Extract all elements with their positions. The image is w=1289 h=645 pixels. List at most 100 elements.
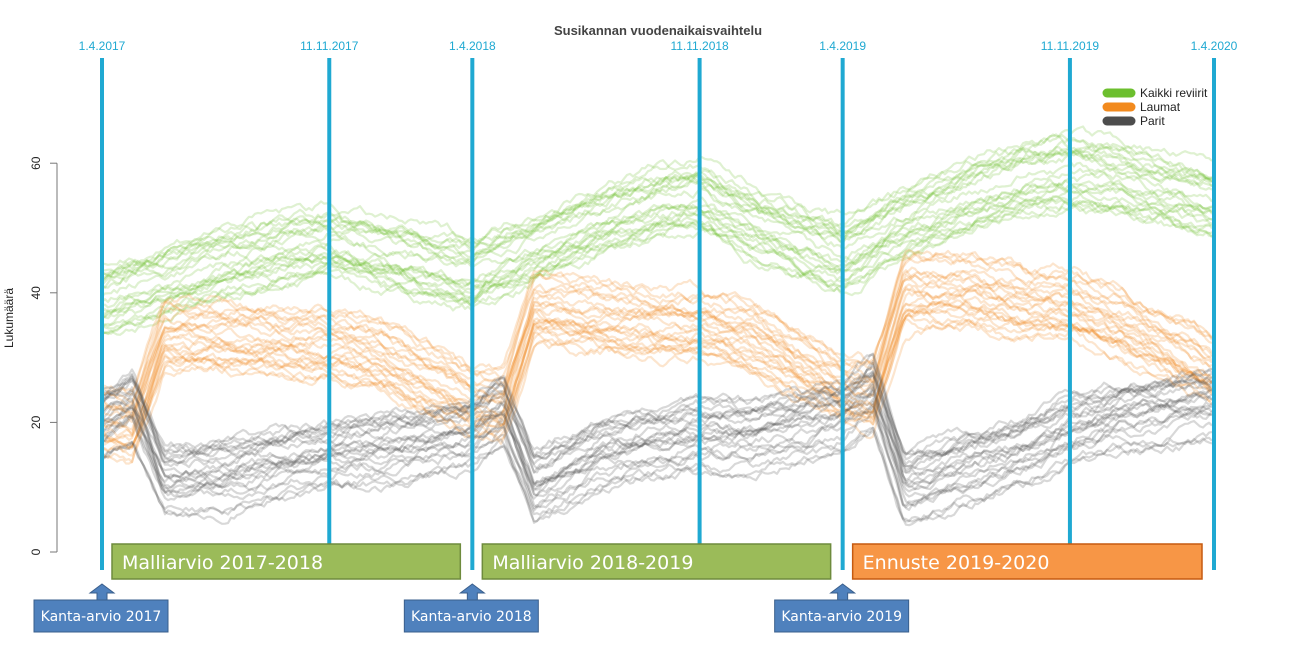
series-line-laumat: [101, 287, 1213, 437]
series-line-laumat: [101, 286, 1213, 431]
series-parit: [101, 352, 1213, 527]
date-label-1-4-2017: 1.4.2017: [79, 39, 126, 53]
period-label: Malliarvio 2017-2018: [122, 552, 323, 574]
anchor-kanta-arvio-2019: Kanta-arvio 2019: [774, 583, 910, 633]
y-axis: 0 20 40 60: [29, 156, 58, 555]
series-line-laumat: [101, 271, 1213, 414]
date-label-11-11-2017: 11.11.2017: [300, 39, 359, 53]
legend-label-kaikki-reviirit: Kaikki reviirit: [1140, 86, 1208, 100]
period-label: Ennuste 2019-2020: [863, 552, 1050, 574]
series-line-parit: [101, 353, 1213, 458]
chart-title: Susikannan vuodenaikaisvaihtelu: [554, 23, 762, 38]
series-line-laumat: [101, 294, 1213, 443]
series-line-parit: [101, 370, 1213, 468]
period-box-malliarvio-2018-2019: Malliarvio 2018-2019: [481, 543, 832, 580]
series-line-parit: [101, 389, 1213, 492]
series-line-parit: [101, 430, 1213, 525]
anchor-arrow: [88, 583, 116, 601]
series-line-laumat: [101, 295, 1213, 450]
series-line-kaikki-reviirit: [101, 147, 1213, 286]
anchor-kanta-arvio-2018: Kanta-arvio 2018: [403, 583, 539, 633]
series-line-laumat: [101, 269, 1213, 417]
series-line-laumat: [101, 317, 1213, 464]
series-line-parit: [101, 398, 1213, 506]
anchor-label: Kanta-arvio 2019: [781, 609, 902, 625]
anchor-box: [403, 599, 539, 633]
series-line-kaikki-reviirit: [101, 178, 1213, 318]
series-ribbons: [101, 125, 1213, 527]
legend-label-parit: Parit: [1140, 114, 1165, 128]
series-line-parit: [101, 405, 1213, 509]
series-line-kaikki-reviirit: [101, 200, 1213, 335]
series-line-parit: [101, 374, 1213, 474]
series-line-laumat: [101, 273, 1213, 428]
anchor-callouts: Kanta-arvio 2017 Kanta-arvio 2018 Kanta-ar…: [33, 583, 910, 633]
series-line-parit: [101, 386, 1213, 488]
series-line-laumat: [102, 248, 1213, 396]
series-line-kaikki-reviirit: [101, 140, 1212, 276]
series-line-laumat: [101, 253, 1213, 409]
series-line-kaikki-reviirit: [101, 179, 1213, 317]
series-line-laumat: [101, 250, 1213, 395]
y-tick-label-40: 40: [29, 286, 43, 300]
legend-label-laumat: Laumat: [1140, 100, 1181, 114]
series-line-laumat: [101, 308, 1213, 449]
series-line-laumat: [101, 280, 1213, 421]
series-line-kaikki-reviirit: [101, 145, 1213, 289]
series-line-laumat: [101, 300, 1213, 441]
series-line-kaikki-reviirit: [102, 135, 1213, 273]
period-rect: [111, 543, 462, 580]
series-line-kaikki-reviirit: [101, 183, 1213, 320]
series-line-parit: [101, 373, 1213, 486]
series-line-parit: [101, 427, 1213, 527]
series-line-laumat: [101, 269, 1213, 417]
series-line-kaikki-reviirit: [102, 133, 1213, 277]
series-line-kaikki-reviirit: [101, 190, 1213, 320]
series-line-parit: [101, 352, 1213, 456]
series-line-parit: [101, 364, 1213, 471]
anchor-label: Kanta-arvio 2018: [411, 609, 532, 625]
series-line-kaikki-reviirit: [101, 196, 1213, 330]
series-line-kaikki-reviirit: [101, 149, 1213, 282]
y-tick-label-0: 0: [29, 548, 43, 555]
period-boxes: Malliarvio 2017-2018 Malliarvio 2018-2019…: [111, 543, 1203, 580]
series-line-laumat: [101, 300, 1213, 448]
y-tick-label-60: 60: [29, 156, 43, 170]
series-line-kaikki-reviirit: [101, 147, 1213, 281]
series-line-kaikki-reviirit: [101, 195, 1213, 330]
anchor-arrow: [458, 583, 486, 601]
date-label-11-11-2018: 11.11.2018: [670, 39, 729, 53]
series-line-parit: [101, 360, 1213, 459]
date-label-1-4-2019: 1.4.2019: [819, 39, 866, 53]
date-lines: 1.4.2017 11.11.2017 1.4.2018 11.11.2018 1.4.…: [79, 39, 1238, 570]
period-box-malliarvio-2017-2018: Malliarvio 2017-2018: [111, 543, 462, 580]
series-line-parit: [101, 372, 1213, 472]
series-line-parit: [101, 403, 1213, 500]
series-line-kaikki-reviirit: [101, 183, 1213, 313]
series-line-parit: [101, 383, 1213, 491]
series-line-laumat: [101, 300, 1213, 438]
anchor-label: Kanta-arvio 2017: [41, 609, 162, 625]
series-line-laumat: [101, 299, 1213, 450]
series-line-parit: [101, 387, 1213, 489]
anchor-box: [33, 599, 169, 633]
series-line-parit: [101, 410, 1213, 512]
anchor-kanta-arvio-2017: Kanta-arvio 2017: [33, 583, 169, 633]
series-line-kaikki-reviirit: [101, 200, 1213, 336]
date-label-1-4-2018: 1.4.2018: [449, 39, 496, 53]
series-line-kaikki-reviirit: [101, 161, 1213, 298]
series-line-kaikki-reviirit: [101, 146, 1213, 283]
date-label-1-4-2020: 1.4.2020: [1191, 39, 1238, 53]
y-tick-label-20: 20: [29, 415, 43, 429]
date-label-11-11-2019: 11.11.2019: [1041, 39, 1100, 53]
series-line-laumat: [101, 313, 1213, 452]
period-box-ennuste-2019-2020: Ennuste 2019-2020: [851, 543, 1203, 580]
series-line-kaikki-reviirit: [101, 202, 1213, 336]
series-line-parit: [101, 426, 1213, 523]
anchor-box: [774, 599, 910, 633]
anchor-arrow: [829, 583, 857, 601]
period-rect: [481, 543, 832, 580]
series-line-laumat: [101, 266, 1213, 411]
